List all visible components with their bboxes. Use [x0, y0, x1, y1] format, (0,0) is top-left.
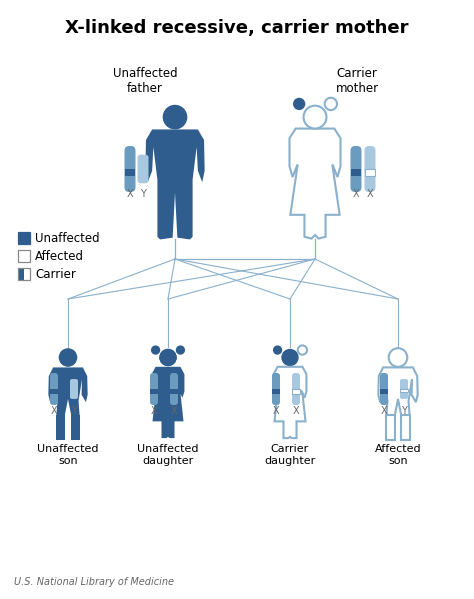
Circle shape	[163, 105, 187, 129]
Text: Affected
son: Affected son	[374, 444, 421, 466]
Bar	[18, 268, 30, 280]
Text: Affected: Affected	[35, 250, 84, 262]
Polygon shape	[56, 415, 65, 440]
Circle shape	[303, 105, 327, 129]
Text: X: X	[51, 406, 57, 416]
Bar	[150, 389, 157, 394]
Bar	[292, 389, 300, 394]
Text: X: X	[127, 189, 133, 199]
Polygon shape	[146, 129, 205, 240]
Bar	[365, 170, 375, 176]
Circle shape	[298, 346, 307, 355]
Text: U.S. National Library of Medicine: U.S. National Library of Medicine	[14, 577, 174, 587]
Text: X-linked recessive, carrier mother: X-linked recessive, carrier mother	[65, 19, 409, 37]
Polygon shape	[386, 415, 395, 440]
Text: Carrier
mother: Carrier mother	[336, 67, 379, 95]
FancyBboxPatch shape	[400, 379, 408, 399]
Circle shape	[59, 348, 77, 367]
Text: X: X	[171, 406, 177, 416]
Circle shape	[273, 346, 282, 355]
Circle shape	[325, 98, 337, 110]
Bar	[50, 389, 58, 394]
Text: X: X	[367, 189, 374, 199]
FancyBboxPatch shape	[350, 146, 362, 192]
Polygon shape	[290, 129, 340, 238]
Bar	[18, 250, 30, 262]
FancyBboxPatch shape	[137, 155, 148, 183]
Circle shape	[325, 98, 337, 110]
Text: Carrier
daughter: Carrier daughter	[264, 444, 316, 466]
Bar	[170, 389, 178, 394]
Polygon shape	[290, 129, 340, 238]
Polygon shape	[273, 367, 306, 438]
Text: X: X	[381, 406, 387, 416]
Circle shape	[282, 349, 299, 366]
Text: Unaffected
father: Unaffected father	[113, 67, 177, 95]
Circle shape	[151, 346, 160, 355]
Circle shape	[176, 346, 185, 355]
Polygon shape	[71, 415, 80, 440]
FancyBboxPatch shape	[292, 373, 300, 405]
Text: Unaffected
daughter: Unaffected daughter	[137, 444, 199, 466]
Bar	[401, 389, 408, 392]
Text: X: X	[353, 189, 359, 199]
FancyBboxPatch shape	[50, 373, 58, 405]
FancyBboxPatch shape	[272, 373, 280, 405]
Polygon shape	[378, 367, 418, 415]
Text: X: X	[151, 406, 157, 416]
Bar	[381, 389, 388, 394]
Polygon shape	[48, 367, 88, 415]
Text: Y: Y	[140, 189, 146, 199]
FancyBboxPatch shape	[380, 373, 388, 405]
FancyBboxPatch shape	[170, 373, 178, 405]
Polygon shape	[273, 367, 306, 438]
Text: Unaffected: Unaffected	[35, 231, 100, 244]
FancyBboxPatch shape	[70, 379, 78, 399]
Text: Carrier: Carrier	[35, 268, 76, 280]
Text: Y: Y	[401, 406, 407, 416]
Bar	[125, 170, 135, 176]
Circle shape	[389, 348, 407, 367]
Text: Y: Y	[71, 406, 77, 416]
FancyBboxPatch shape	[125, 146, 136, 192]
Bar	[18, 232, 30, 244]
Text: X: X	[292, 406, 299, 416]
Circle shape	[159, 349, 177, 366]
FancyBboxPatch shape	[365, 146, 375, 192]
Text: Unaffected
son: Unaffected son	[37, 444, 99, 466]
Circle shape	[293, 98, 305, 110]
Bar	[18, 268, 24, 280]
Bar	[273, 389, 280, 394]
Bar	[24, 268, 30, 280]
Polygon shape	[152, 367, 184, 438]
Text: X: X	[273, 406, 279, 416]
FancyBboxPatch shape	[150, 373, 158, 405]
Circle shape	[303, 105, 327, 129]
Polygon shape	[401, 415, 410, 440]
Circle shape	[303, 105, 327, 129]
Circle shape	[159, 349, 177, 366]
Bar	[351, 170, 361, 176]
